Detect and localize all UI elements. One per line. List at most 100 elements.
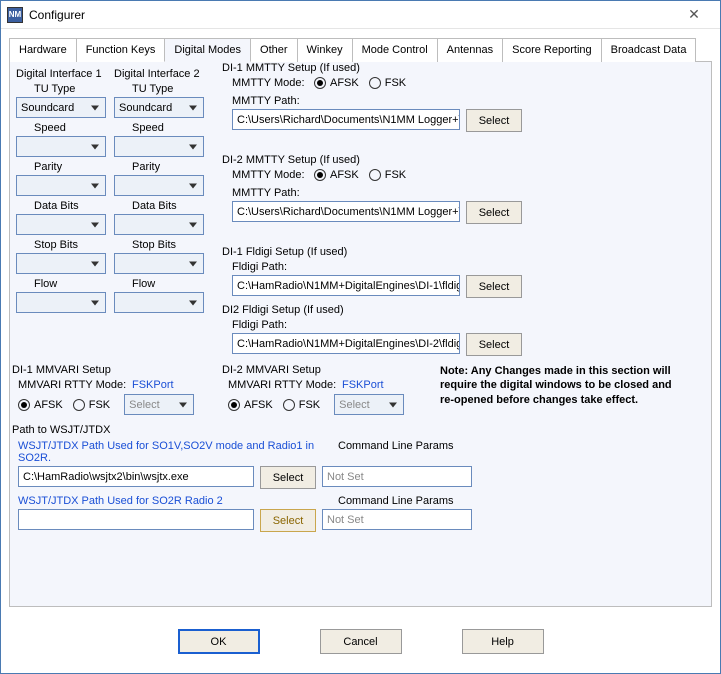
mmvari2-title: DI-2 MMVARI Setup xyxy=(222,364,404,376)
di2-flow-select[interactable] xyxy=(114,292,204,313)
di1-databits-select[interactable] xyxy=(16,214,106,235)
di1-tutype-label: TU Type xyxy=(34,83,106,95)
mmvari1-title: DI-1 MMVARI Setup xyxy=(12,364,194,376)
mmvari1-mode-label: MMVARI RTTY Mode: xyxy=(18,379,132,391)
tab-digital-modes-body: Digital Interface 1 TU Type Soundcard Sp… xyxy=(9,62,712,607)
di1-parity-select[interactable] xyxy=(16,175,106,196)
app-icon: NM xyxy=(7,7,23,23)
fldigi2-path-label: Fldigi Path: xyxy=(232,319,522,331)
mmvari1-group: DI-1 MMVARI Setup MMVARI RTTY Mode: FSKP… xyxy=(12,364,194,415)
fldigi1-title: DI-1 Fldigi Setup (If used) xyxy=(222,246,522,258)
close-icon[interactable]: ✕ xyxy=(674,6,714,23)
wsjt-path2-input[interactable] xyxy=(18,509,254,530)
di1-flow-select[interactable] xyxy=(16,292,106,313)
fldigi2-select-button[interactable]: Select xyxy=(466,333,522,356)
di2-databits-label: Data Bits xyxy=(132,200,204,212)
fldigi1-select-button[interactable]: Select xyxy=(466,275,522,298)
di1-title: Digital Interface 1 xyxy=(16,68,106,80)
di2-speed-label: Speed xyxy=(132,122,204,134)
tab-mode-control[interactable]: Mode Control xyxy=(352,38,438,62)
tabs: HardwareFunction KeysDigital ModesOtherW… xyxy=(9,37,712,62)
wsjt-cmd1-input[interactable]: Not Set xyxy=(322,466,472,487)
mmvari1-fskport-label: FSKPort xyxy=(132,379,174,391)
wsjt-group: Path to WSJT/JTDX WSJT/JTDX Path Used fo… xyxy=(12,424,705,532)
note-text: Note: Any Changes made in this section w… xyxy=(440,364,680,407)
help-button[interactable]: Help xyxy=(462,629,544,654)
mmvari2-group: DI-2 MMVARI Setup MMVARI RTTY Mode: FSKP… xyxy=(222,364,404,415)
window-title: Configurer xyxy=(29,8,674,22)
tab-other[interactable]: Other xyxy=(250,38,298,62)
mmtty1-fsk-radio[interactable]: FSK xyxy=(369,77,406,89)
wsjt-path1-input[interactable]: C:\HamRadio\wsjtx2\bin\wsjtx.exe xyxy=(18,466,254,487)
di1-stopbits-select[interactable] xyxy=(16,253,106,274)
mmtty1-mode-label: MMTTY Mode: xyxy=(232,77,314,89)
tab-function-keys[interactable]: Function Keys xyxy=(76,38,166,62)
configurer-window: NM Configurer ✕ HardwareFunction KeysDig… xyxy=(0,0,721,674)
mmvari1-afsk-radio[interactable]: AFSK xyxy=(18,399,63,411)
di1-speed-select[interactable] xyxy=(16,136,106,157)
di1-flow-label: Flow xyxy=(34,278,106,290)
wsjt-select2-button[interactable]: Select xyxy=(260,509,316,532)
fldigi1-group: DI-1 Fldigi Setup (If used) Fldigi Path:… xyxy=(222,246,522,298)
wsjt-path2-label: WSJT/JTDX Path Used for SO2R Radio 2 xyxy=(18,495,338,507)
di1-stopbits-label: Stop Bits xyxy=(34,239,106,251)
di1-parity-label: Parity xyxy=(34,161,106,173)
tab-hardware[interactable]: Hardware xyxy=(9,38,77,62)
wsjt-cmd2-input[interactable]: Not Set xyxy=(322,509,472,530)
mmtty2-path-input[interactable]: C:\Users\Richard\Documents\N1MM Logger+\… xyxy=(232,201,460,222)
mmtty2-afsk-radio[interactable]: AFSK xyxy=(314,169,359,181)
mmvari2-mode-label: MMVARI RTTY Mode: xyxy=(228,379,342,391)
mmtty1-group: DI-1 MMTTY Setup (If used) MMTTY Mode: A… xyxy=(222,62,522,132)
wsjt-cmd1-label: Command Line Params xyxy=(338,440,454,464)
wsjt-path1-label: WSJT/JTDX Path Used for SO1V,SO2V mode a… xyxy=(18,440,338,464)
mmvari1-fsk-radio[interactable]: FSK xyxy=(73,399,110,411)
di2-title: Digital Interface 2 xyxy=(114,68,204,80)
mmvari2-fskport-label: FSKPort xyxy=(342,379,384,391)
mmvari2-fsk-radio[interactable]: FSK xyxy=(283,399,320,411)
tab-antennas[interactable]: Antennas xyxy=(437,38,503,62)
wsjt-cmd2-label: Command Line Params xyxy=(338,495,454,507)
di2-parity-select[interactable] xyxy=(114,175,204,196)
wsjt-select1-button[interactable]: Select xyxy=(260,466,316,489)
titlebar: NM Configurer ✕ xyxy=(1,1,720,29)
tab-score-reporting[interactable]: Score Reporting xyxy=(502,38,602,62)
fldigi1-path-input[interactable]: C:\HamRadio\N1MM+DigitalEngines\DI-1\fld… xyxy=(232,275,460,296)
fldigi2-group: DI2 Fldigi Setup (If used) Fldigi Path: … xyxy=(222,304,522,356)
mmtty1-select-button[interactable]: Select xyxy=(466,109,522,132)
mmvari2-port-select[interactable]: Select xyxy=(334,394,404,415)
di2-tutype-label: TU Type xyxy=(132,83,204,95)
di1-group: Digital Interface 1 TU Type Soundcard Sp… xyxy=(16,68,106,313)
mmtty2-mode-label: MMTTY Mode: xyxy=(232,169,314,181)
ok-button[interactable]: OK xyxy=(178,629,260,654)
tab-broadcast-data[interactable]: Broadcast Data xyxy=(601,38,697,62)
di2-databits-select[interactable] xyxy=(114,214,204,235)
di2-stopbits-label: Stop Bits xyxy=(132,239,204,251)
di1-tutype-select[interactable]: Soundcard xyxy=(16,97,106,118)
mmtty1-path-input[interactable]: C:\Users\Richard\Documents\N1MM Logger+\… xyxy=(232,109,460,130)
mmtty2-select-button[interactable]: Select xyxy=(466,201,522,224)
button-bar: OK Cancel Help xyxy=(1,615,720,654)
di2-parity-label: Parity xyxy=(132,161,204,173)
fldigi2-path-input[interactable]: C:\HamRadio\N1MM+DigitalEngines\DI-2\fld… xyxy=(232,333,460,354)
mmtty2-path-label: MMTTY Path: xyxy=(232,187,522,199)
mmtty2-group: DI-2 MMTTY Setup (If used) MMTTY Mode: A… xyxy=(222,154,522,224)
mmtty1-afsk-radio[interactable]: AFSK xyxy=(314,77,359,89)
di2-tutype-select[interactable]: Soundcard xyxy=(114,97,204,118)
di2-speed-select[interactable] xyxy=(114,136,204,157)
fldigi2-title: DI2 Fldigi Setup (If used) xyxy=(222,304,522,316)
mmvari2-afsk-radio[interactable]: AFSK xyxy=(228,399,273,411)
cancel-button[interactable]: Cancel xyxy=(320,629,402,654)
di2-group: Digital Interface 2 TU Type Soundcard Sp… xyxy=(114,68,204,313)
di2-stopbits-select[interactable] xyxy=(114,253,204,274)
fldigi1-path-label: Fldigi Path: xyxy=(232,261,522,273)
tab-digital-modes[interactable]: Digital Modes xyxy=(164,38,251,62)
mmtty2-fsk-radio[interactable]: FSK xyxy=(369,169,406,181)
tab-winkey[interactable]: Winkey xyxy=(297,38,353,62)
mmtty2-title: DI-2 MMTTY Setup (If used) xyxy=(222,154,522,166)
mmtty1-path-label: MMTTY Path: xyxy=(232,95,522,107)
di1-speed-label: Speed xyxy=(34,122,106,134)
mmtty1-title: DI-1 MMTTY Setup (If used) xyxy=(222,62,522,74)
di2-flow-label: Flow xyxy=(132,278,204,290)
wsjt-group-label: Path to WSJT/JTDX xyxy=(12,424,705,436)
mmvari1-port-select[interactable]: Select xyxy=(124,394,194,415)
